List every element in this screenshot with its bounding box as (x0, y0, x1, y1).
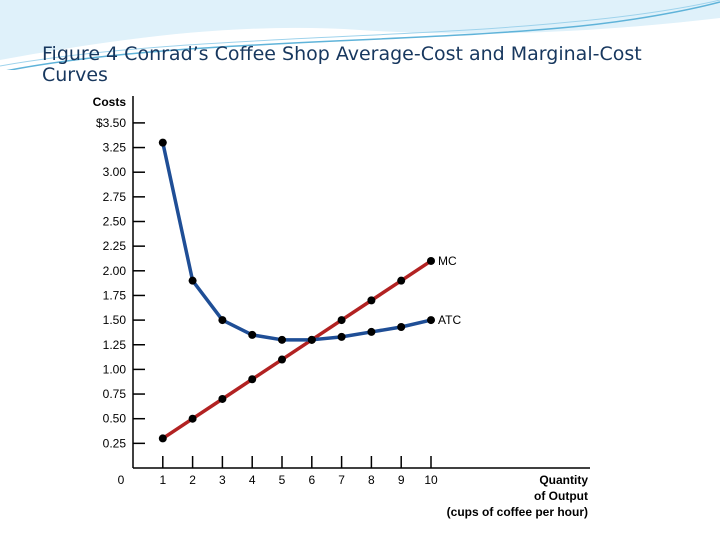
series-label-atc: ATC (438, 313, 461, 327)
x-axis-title-line: (cups of coffee per hour) (447, 505, 588, 519)
x-tick-label: 8 (368, 473, 375, 487)
y-tick-label: 1.25 (103, 338, 127, 352)
series-label-mc: MC (438, 254, 457, 268)
data-point-atc (427, 316, 435, 325)
y-tick-label: 1.00 (103, 362, 127, 376)
data-point-mc (427, 256, 435, 265)
data-point-mc (337, 316, 346, 325)
x-tick-label: 9 (398, 473, 405, 487)
y-tick-label: 3.00 (103, 165, 127, 179)
y-tick-label: 0.75 (103, 387, 127, 401)
y-tick-label: 3.25 (103, 141, 127, 155)
y-tick-label: 1.50 (103, 313, 127, 327)
y-tick-label: 2.25 (103, 239, 127, 253)
data-point-mc (397, 276, 406, 285)
x-tick-label: 4 (249, 473, 256, 487)
data-point-mc (367, 296, 376, 305)
x-axis-title-line: of Output (534, 489, 588, 503)
y-tick-label: 0.50 (103, 412, 127, 426)
y-tick-label: 2.75 (103, 190, 127, 204)
decorative-header-swoosh (0, 0, 720, 70)
data-point-atc (307, 335, 316, 344)
x-tick-label: 6 (308, 473, 315, 487)
series-line-atc (161, 142, 432, 342)
data-point-mc (188, 414, 197, 423)
data-point-atc (278, 335, 286, 344)
data-point-atc (188, 276, 197, 285)
data-point-atc (337, 332, 346, 341)
data-point-atc (397, 323, 406, 332)
x-tick-label: 5 (279, 473, 286, 487)
data-point-mc (218, 394, 227, 403)
x-tick-label: 3 (219, 473, 226, 487)
data-point-atc (248, 330, 257, 339)
y-axis-title: Costs (93, 95, 127, 109)
data-point-mc (248, 375, 257, 384)
x-tick-label: 7 (338, 473, 345, 487)
slide-title: Figure 4 Conrad’s Coffee Shop Average-Co… (42, 43, 642, 86)
series-line-mc (161, 259, 432, 440)
x-tick-label: 0 (118, 473, 125, 487)
y-ticks: 0.25 0.50 0.75 1.00 1.25 1.50 1.75 2.00 2.25 2.50… (96, 116, 145, 450)
x-tick-label: 10 (424, 473, 438, 487)
y-tick-label: $3.50 (96, 116, 126, 130)
x-ticks: 0 1 2 3 4 5 6 7 8 9 10 (118, 456, 438, 487)
y-tick-label: 2.50 (103, 215, 127, 229)
data-point-mc (158, 434, 167, 443)
y-tick-label: 1.75 (103, 288, 127, 302)
x-axis-title: Quantity of Output (cups of coffee per hou… (447, 473, 589, 519)
x-axis-title-line: Quantity (539, 473, 588, 487)
x-tick-label: 2 (189, 473, 196, 487)
x-tick-label: 1 (159, 473, 166, 487)
data-point-atc (218, 316, 227, 325)
data-point-atc (158, 138, 167, 147)
axes (132, 96, 590, 469)
data-point-mc (278, 355, 286, 364)
y-tick-label: 2.00 (103, 264, 127, 278)
y-tick-label: 0.25 (103, 436, 127, 450)
series-lines: MC ATC (158, 138, 461, 443)
data-point-atc (367, 327, 376, 336)
